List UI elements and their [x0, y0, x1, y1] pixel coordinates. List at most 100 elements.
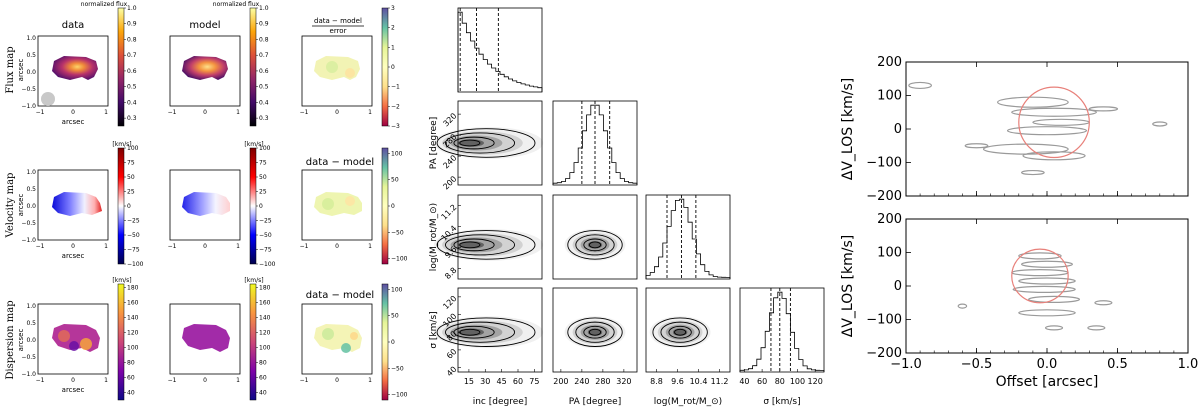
y-tick: 0.5 [26, 320, 36, 327]
colorbar-tick-label: 0 [391, 339, 395, 346]
density-contour [459, 139, 481, 147]
disp-patch [80, 338, 92, 350]
x-tick-label: 40 [739, 377, 749, 386]
pv-data-contour [1094, 300, 1113, 306]
density-contour [567, 317, 623, 347]
colorbar-tick-label: 60 [259, 375, 267, 382]
histogram-step [552, 104, 638, 185]
x-tick: 0 [71, 377, 75, 384]
colorbar-tick-label: −75 [127, 247, 140, 254]
y-tick: −0.5 [21, 354, 36, 361]
pv-data-contour [1022, 151, 1086, 161]
map-ylabel-velocity: arcsec [17, 194, 25, 217]
density-shade [587, 328, 603, 336]
colorbar-velocity: [km/s]100 75 50 25 0 −25 −50 −75 −100 [112, 141, 143, 268]
pv-xlabel: Offset [arcsec] [996, 374, 1099, 390]
density-shade [442, 233, 523, 257]
x-tick: 0 [203, 377, 207, 384]
pv-y-tick-label: −100 [866, 156, 902, 171]
colorbar-tick-label: 140 [259, 315, 271, 322]
pv-x-tick-label: 1.0 [1178, 357, 1199, 372]
x-tick: 1 [368, 377, 372, 384]
col-title-resid-flux-error: error [330, 27, 347, 35]
panel-velocity-resid: −1 0 1 [300, 169, 373, 250]
colorbar-dispersion_resid: 100 50 0 −50 −100 [381, 283, 408, 401]
density-contour [668, 325, 692, 339]
x-tick-label: 100 [790, 377, 805, 386]
colorbar-tick-label: 100 [127, 345, 139, 352]
colorbar-tick-label: 1.0 [259, 5, 269, 12]
x-tick: −1 [300, 243, 309, 250]
colorbar-tick-label: 120 [259, 330, 271, 337]
colorbar-tick-label: 0 [391, 203, 395, 210]
pv-y-tick-label: 0 [894, 122, 902, 137]
density-contour [588, 328, 602, 336]
pv-data-contour [1012, 285, 1076, 293]
colorbar-tick-label: 60 [127, 375, 135, 382]
colorbar-tick-label: 0.5 [127, 84, 137, 91]
panel-dispersion-model: −1 0 1 [168, 303, 241, 384]
resid-patch [341, 343, 351, 353]
velocity-blob [52, 192, 102, 216]
corner-panel-3-2: 8.8 9.6 10.4 11.2 [645, 287, 731, 386]
colorbar-tick-label: −25 [259, 218, 272, 225]
colorbar-tick-label: 160 [259, 300, 271, 307]
colorbar-ramp [381, 147, 389, 265]
y-tick: 0.5 [26, 52, 36, 59]
corner-ylabel: σ [km/s] [429, 311, 439, 348]
colorbar-tick-label: −50 [259, 232, 272, 239]
colorbar-tick-label: 0.9 [259, 21, 269, 28]
pv-frame [905, 61, 1189, 197]
colorbar-tick-label: 0.6 [259, 68, 269, 75]
x-tick: 0 [335, 377, 339, 384]
density-shade [433, 127, 544, 159]
colorbar-tick-label: 0.8 [259, 36, 269, 43]
density-shade [433, 228, 544, 261]
density-contour [453, 325, 495, 339]
x-axis-label: arcsec [62, 252, 85, 260]
pv-data-contour [997, 96, 1069, 108]
colorbar-ramp [117, 7, 125, 127]
x-tick-label: 240 [574, 377, 589, 386]
y-tick-label: 200 [441, 174, 458, 191]
colorbar-tick-label: 0.9 [127, 21, 137, 28]
beam-ellipse [41, 92, 55, 106]
panel-velocity-model: −1 0 1 [168, 169, 241, 250]
x-tick: −1 [36, 377, 45, 384]
y-tick: 0.0 [26, 337, 36, 344]
x-tick-label: 30 [480, 377, 490, 386]
colorbar-tick-label: 50 [391, 313, 399, 320]
colorbar-label: [km/s] [244, 277, 263, 284]
resid-patch [350, 332, 358, 340]
y-tick: −1.0 [21, 371, 36, 378]
pv-x-tick-label: −1.0 [890, 357, 922, 372]
colorbar-tick-label: −100 [127, 261, 144, 268]
colorbar-dispersion: [km/s]180 160 140 120 100 80 60 40 [244, 277, 271, 401]
col-title-resid-flux: data − model [314, 17, 362, 25]
flux-model-image [182, 56, 228, 80]
pv-data-contour [1018, 309, 1076, 317]
colorbar-tick-label: −50 [391, 365, 404, 372]
pv-data-contour [957, 303, 968, 309]
dispersion-data-image [52, 324, 100, 352]
density-contour [588, 241, 602, 249]
density-contour [436, 128, 536, 158]
colorbar-tick-label: 0.3 [127, 115, 137, 122]
dispersion-resid-image [314, 324, 362, 353]
resid-patch [322, 328, 334, 340]
y-tick-label: 320 [441, 111, 458, 128]
y-tick: −0.5 [21, 220, 36, 227]
x-tick: 1 [236, 109, 240, 116]
corner-frame [739, 287, 825, 373]
corner-ylabel: PA [degree] [429, 117, 439, 169]
corner-panel-2-1 [552, 194, 638, 280]
colorbar-tick-label: 25 [259, 189, 267, 196]
panel-dispersion-resid: −1 0 1 [300, 303, 373, 384]
pv-data-contour [1087, 325, 1106, 331]
colorbar-tick-label: 80 [127, 360, 135, 367]
density-contour [445, 234, 516, 256]
colorbar-tick-label: −50 [391, 229, 404, 236]
disp-patch [58, 330, 70, 342]
y-tick: 0.0 [26, 69, 36, 76]
